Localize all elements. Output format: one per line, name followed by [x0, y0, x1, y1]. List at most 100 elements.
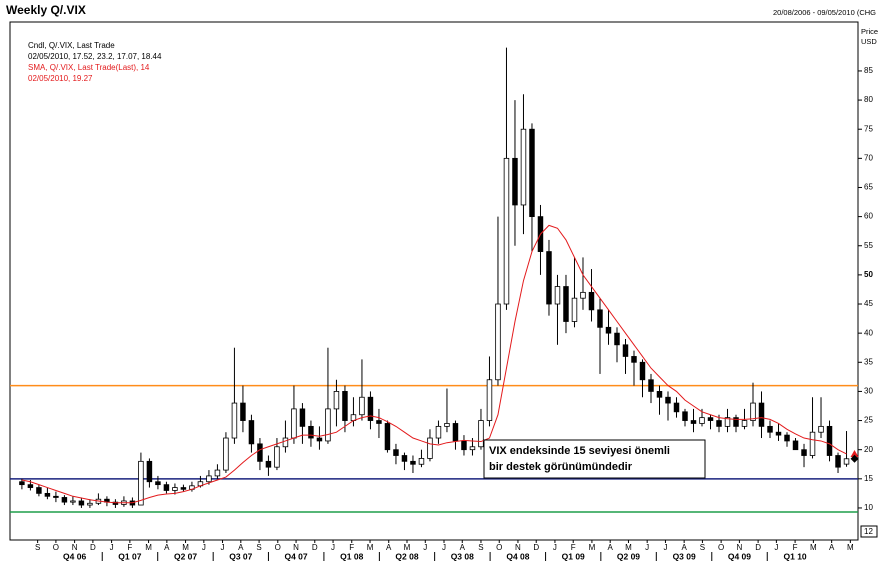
y-tick-label: 55 — [864, 241, 873, 250]
legend-text: SMA, Q/.VIX, Last Trade(Last), 14 — [28, 63, 150, 72]
x-tick-label: A — [608, 543, 614, 552]
candle-body — [690, 420, 697, 424]
plot-frame — [9, 21, 859, 541]
candle-body — [724, 417, 731, 427]
annotation: bir destek görünümündedir — [489, 461, 633, 473]
x-tick-label: O — [496, 543, 502, 552]
candle-body — [44, 492, 51, 497]
candle-body — [486, 379, 493, 421]
candle-body — [546, 251, 552, 305]
y-axis-label: Price — [861, 27, 878, 36]
x-tick-label: J — [645, 543, 649, 552]
candle-body — [291, 408, 297, 439]
candle-body — [61, 497, 68, 503]
candle-body — [478, 420, 484, 448]
quarter-label: Q3 08 — [451, 551, 474, 561]
candle-body — [673, 402, 680, 413]
candle-body — [325, 408, 331, 442]
candle-body — [172, 487, 178, 491]
candle-body — [410, 460, 416, 465]
candle-body — [631, 356, 637, 363]
y-tick-label: 30 — [864, 387, 873, 396]
x-tick-label: J — [663, 543, 667, 552]
x-tick-label: J — [774, 543, 778, 552]
x-tick-label: M — [847, 543, 854, 552]
x-tick-label: M — [625, 543, 632, 552]
quarter-label: Q4 09 — [728, 551, 751, 561]
quarter-label: Q2 07 — [174, 551, 197, 561]
x-tick-label: J — [110, 543, 114, 552]
candle-body — [214, 469, 221, 477]
y-tick-label: 65 — [864, 183, 873, 192]
candle-body — [112, 501, 119, 505]
quarter-label: Q1 09 — [562, 551, 585, 561]
quarter-label: Q3 07 — [229, 551, 252, 561]
annotation-box — [483, 439, 706, 479]
candle-body — [835, 455, 841, 468]
candle-body — [758, 402, 765, 427]
quarter-label: Q2 08 — [395, 551, 418, 561]
y-tick-label: 40 — [864, 328, 873, 337]
candle-body — [597, 309, 603, 328]
x-tick-label: F — [127, 543, 132, 552]
x-tick-label: M — [367, 543, 374, 552]
candle-body — [299, 408, 306, 427]
quarter-label: Q1 08 — [340, 551, 363, 561]
candle-body — [495, 303, 501, 381]
y-tick-label: 25 — [864, 416, 873, 425]
x-tick-label: D — [533, 543, 539, 552]
legend-text: 02/05/2010, 19.27 — [28, 74, 93, 83]
candle-body — [19, 481, 25, 486]
candle-body — [452, 423, 459, 442]
annotation: VIX endeksinde 15 seviyesi önemli — [489, 445, 670, 457]
candle-body — [444, 423, 450, 427]
x-tick-label: J — [221, 543, 225, 552]
candle-body — [843, 458, 850, 465]
candle-body — [554, 286, 561, 305]
candle-body — [809, 431, 816, 456]
candle-body — [699, 417, 705, 424]
candle-body — [512, 157, 518, 206]
x-tick-label: S — [256, 543, 261, 552]
candle-body — [36, 487, 42, 494]
x-tick-label: S — [35, 543, 40, 552]
candle-body — [614, 332, 620, 346]
quarter-label: Q2 09 — [617, 551, 640, 561]
candle-body — [53, 495, 59, 498]
x-tick-label: O — [275, 543, 281, 552]
chart-title: Weekly Q/.VIX — [6, 3, 86, 17]
x-tick-label: F — [349, 543, 354, 552]
x-tick-label: M — [589, 543, 596, 552]
candle-body — [367, 396, 374, 421]
candle-body — [27, 484, 34, 488]
close-last-marker — [850, 454, 859, 463]
candle-body — [648, 379, 654, 392]
x-tick-label: A — [164, 543, 170, 552]
candle-body — [206, 475, 212, 483]
candle-body — [767, 425, 773, 433]
candle-body — [716, 420, 722, 427]
candle-body — [665, 396, 671, 404]
x-tick-label: S — [478, 543, 483, 552]
candle-body — [469, 446, 476, 451]
x-tick-label: A — [829, 543, 835, 552]
candle-body — [265, 460, 272, 468]
date-range: 20/08/2006 - 09/05/2010 (CHG — [773, 8, 876, 17]
candle-body — [240, 402, 246, 421]
x-tick-label: J — [442, 543, 446, 552]
corner-box — [860, 525, 878, 538]
candle-body — [503, 157, 510, 305]
sma-line — [21, 224, 847, 504]
candle-body — [248, 420, 255, 445]
candle-body — [427, 437, 433, 459]
candle-body — [784, 434, 790, 442]
sma-last-marker — [850, 449, 859, 457]
candle-body — [78, 500, 85, 506]
quarter-label: Q1 07 — [118, 551, 141, 561]
candle-body — [580, 291, 586, 299]
x-tick-label: D — [90, 543, 96, 552]
x-tick-label: M — [145, 543, 152, 552]
x-tick-label: O — [53, 543, 59, 552]
